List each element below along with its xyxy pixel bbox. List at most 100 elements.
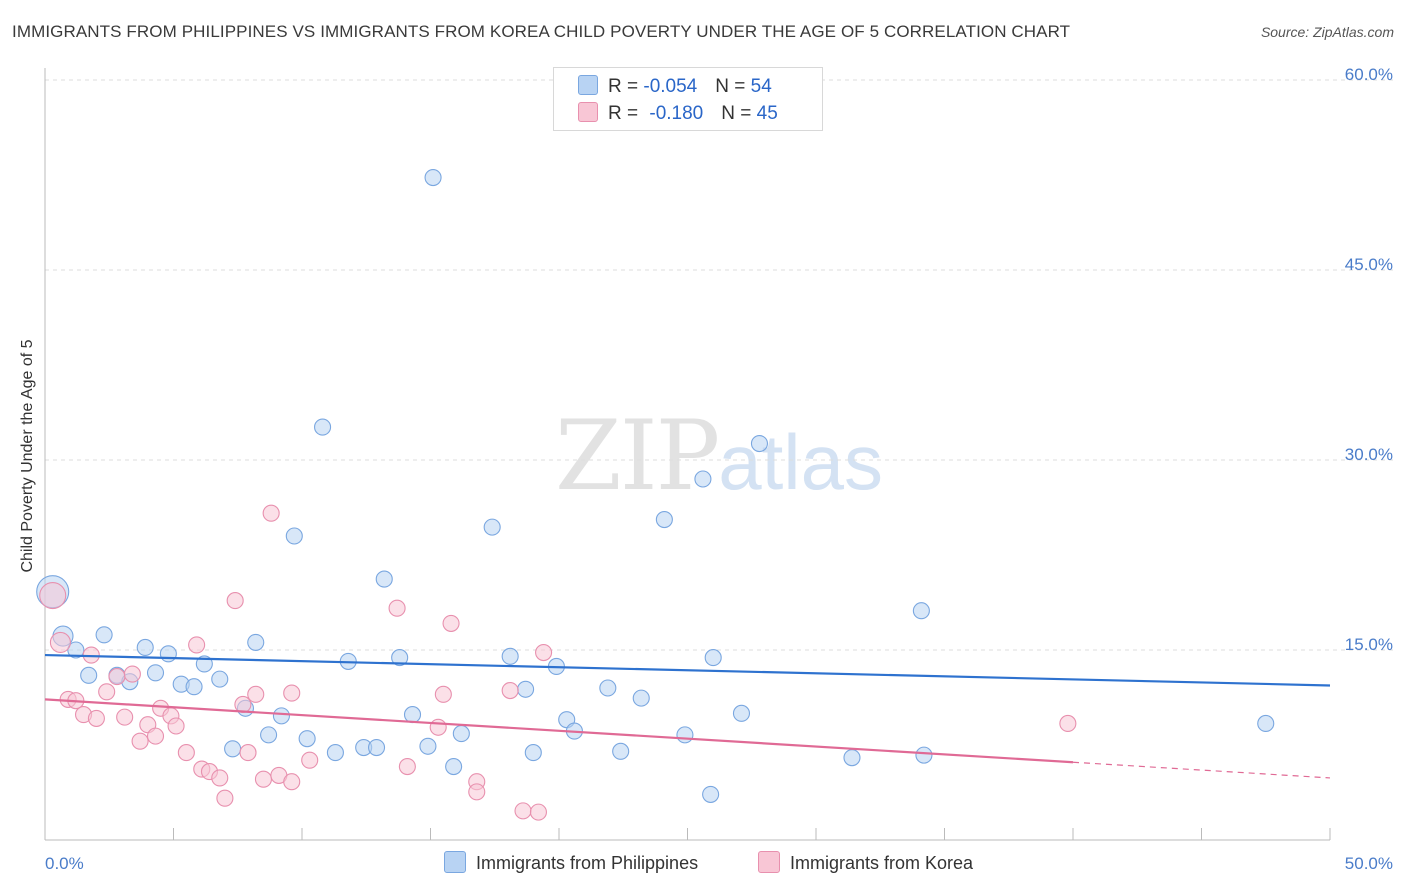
korea-point (1059, 714, 1077, 733)
legend-r-value: -0.054 (643, 76, 698, 97)
legend-row-philippines: R = -0.054 N = 54 (578, 75, 772, 99)
korea-point (98, 683, 116, 701)
philippines-point (95, 626, 113, 644)
korea-point (211, 769, 229, 787)
korea-point (49, 631, 71, 653)
y-tick-label: 45.0% (1345, 255, 1393, 274)
legend-n-value: 45 (756, 103, 778, 124)
legend-r-value: -0.180 (649, 103, 704, 124)
korea-point (434, 685, 452, 703)
philippines-point (375, 570, 393, 588)
philippines-point (676, 726, 694, 744)
korea-point (116, 708, 134, 726)
philippines-point (912, 602, 930, 620)
korea-point (108, 668, 126, 686)
legend-n-label: N = (721, 103, 757, 124)
philippines-point (517, 680, 535, 698)
korea-point (188, 636, 206, 654)
x-tick-label: 50.0% (1345, 854, 1393, 873)
philippines-point (419, 737, 437, 755)
philippines-point (732, 704, 751, 722)
korea-point (535, 643, 553, 662)
philippines-swatch (578, 75, 598, 95)
philippines-legend-swatch (444, 851, 466, 873)
korea-point (283, 773, 301, 791)
philippines-legend-label: Immigrants from Philippines (476, 853, 699, 873)
philippines-point (1257, 714, 1275, 733)
korea-point (131, 732, 149, 750)
korea-point (529, 803, 547, 821)
korea-swatch (578, 102, 598, 122)
korea-point (177, 744, 195, 762)
korea-point (39, 581, 67, 610)
philippines-point (750, 434, 769, 453)
korea-point (262, 504, 280, 522)
philippines-point (367, 738, 386, 757)
philippines-point (445, 757, 463, 776)
philippines-point (843, 749, 861, 767)
korea-point (514, 802, 532, 820)
watermark-zip: ZIP (555, 400, 720, 512)
x-tick-label: 0.0% (45, 854, 84, 873)
philippines-point (136, 638, 154, 657)
philippines-point (67, 641, 85, 659)
legend-r-label: R = (608, 103, 644, 124)
korea-point (247, 685, 265, 703)
legend-row-korea: R = -0.180 N = 45 (578, 102, 778, 126)
korea-point (239, 744, 257, 762)
korea-legend-swatch (758, 851, 780, 873)
korea-point (501, 681, 519, 700)
philippines-point (314, 418, 332, 436)
korea-trend-line-extension (1072, 761, 1331, 779)
philippines-point (211, 670, 229, 688)
korea-point (429, 718, 447, 736)
philippines-point (655, 510, 673, 529)
korea-point (216, 789, 234, 807)
y-tick-label: 30.0% (1345, 445, 1393, 464)
korea-point (283, 684, 301, 702)
korea-point (87, 709, 105, 727)
korea-point (398, 757, 416, 776)
korea-legend-label: Immigrants from Korea (790, 853, 974, 873)
philippines-point (452, 725, 470, 743)
philippines-point (612, 742, 630, 760)
watermark-atlas: atlas (718, 418, 883, 506)
philippines-point (298, 730, 316, 748)
philippines-point (159, 645, 177, 663)
philippines-point (185, 678, 203, 696)
philippines-point (80, 666, 98, 684)
korea-point (123, 665, 141, 683)
korea-point (388, 599, 406, 617)
philippines-point (391, 649, 409, 667)
philippines-point (247, 633, 265, 651)
korea-point (167, 717, 185, 735)
philippines-point (599, 679, 617, 697)
philippines-point (272, 707, 290, 725)
philippines-trend-line (44, 653, 1331, 687)
korea-point (226, 592, 244, 610)
philippines-point (524, 744, 542, 762)
korea-point (146, 727, 165, 745)
philippines-point (424, 168, 442, 187)
bottom-legend-philippines[interactable]: Immigrants from Philippines (444, 851, 698, 877)
chart-source: Source: ZipAtlas.com (1260, 24, 1394, 40)
legend-n-value: 54 (750, 76, 772, 97)
philippines-point (326, 744, 344, 762)
korea-point (468, 783, 486, 801)
legend-r-label: R = (608, 76, 644, 97)
philippines-point (632, 689, 650, 707)
philippines-point (704, 649, 722, 667)
bottom-legend-korea[interactable]: Immigrants from Korea (758, 851, 973, 877)
philippines-point (501, 647, 519, 665)
chart-title: IMMIGRANTS FROM PHILIPPINES VS IMMIGRANT… (12, 22, 1071, 41)
philippines-point (146, 664, 165, 682)
correlation-legend: R = -0.054 N = 54 R = -0.180 N = 45 (553, 67, 823, 131)
philippines-point (915, 746, 933, 764)
korea-point (442, 614, 460, 632)
philippines-point (694, 470, 712, 488)
korea-point (301, 751, 319, 769)
philippines-point (224, 740, 242, 758)
philippines-point (483, 518, 501, 536)
philippines-point (285, 527, 303, 545)
